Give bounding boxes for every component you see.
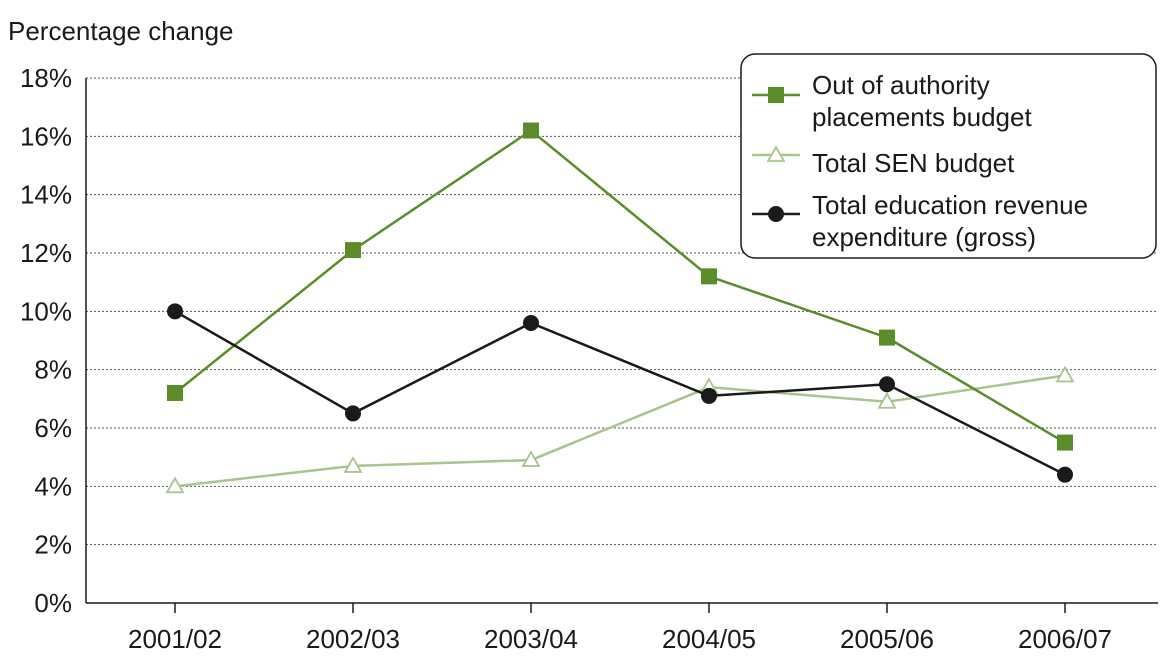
legend-entry-1: Total SEN budget [752, 145, 1015, 178]
data-point [1057, 434, 1073, 451]
series-layer [165, 122, 1075, 494]
series-line [174, 128, 1066, 444]
data-point [1057, 466, 1073, 483]
x-tick-label: 2003/04 [484, 624, 578, 654]
y-tick-label: 4% [34, 471, 72, 501]
data-point [523, 122, 539, 139]
data-point [165, 476, 185, 494]
series-1 [165, 365, 1075, 494]
data-point [345, 405, 361, 422]
data-point [701, 268, 717, 285]
data-point [167, 385, 183, 401]
data-point [877, 391, 897, 409]
x-tick-label: 2001/02 [128, 624, 222, 654]
legend-marker [768, 87, 784, 103]
legend-label: expenditure (gross) [812, 222, 1036, 252]
legend-box [740, 53, 1157, 259]
x-tick-label: 2006/07 [1018, 624, 1112, 654]
series-2 [167, 303, 1073, 483]
data-point [521, 450, 541, 467]
y-tick-label: 6% [34, 413, 72, 443]
y-tick-label: 18% [20, 63, 72, 93]
data-point [345, 242, 361, 259]
x-tick-label: 2004/05 [662, 624, 756, 654]
y-tick-label: 8% [34, 355, 72, 385]
y-tick-label: 16% [20, 121, 72, 151]
legend-marker [768, 206, 784, 222]
series-line [174, 310, 1066, 476]
y-tick-label: 0% [34, 588, 72, 618]
x-tick-label: 2002/03 [306, 624, 400, 654]
legend-label: Total education revenue [812, 190, 1088, 220]
legend-label: placements budget [812, 102, 1032, 132]
data-point [523, 315, 539, 331]
legend-label: Out of authority [812, 70, 990, 100]
y-tick-label: 10% [20, 296, 72, 326]
data-point [879, 376, 895, 393]
data-point [343, 456, 363, 473]
y-tick-label: 12% [20, 238, 72, 268]
data-point [167, 303, 183, 320]
x-tick-label: 2005/06 [840, 624, 934, 654]
axes: 0% 2% 4% 6% 8% 10% 12% 14% 16% 18% 2001/02 2002/03 2… [20, 63, 1158, 654]
legend-marker [766, 145, 786, 162]
series-0 [167, 122, 1073, 451]
series-line [174, 374, 1066, 488]
y-tick-label: 14% [20, 180, 72, 210]
legend-label: Total SEN budget [812, 148, 1015, 178]
data-point [879, 329, 895, 346]
data-point [1055, 365, 1075, 383]
data-point [701, 387, 717, 404]
y-axis-label: Percentage change [8, 16, 234, 46]
y-tick-label: 2% [34, 530, 72, 560]
